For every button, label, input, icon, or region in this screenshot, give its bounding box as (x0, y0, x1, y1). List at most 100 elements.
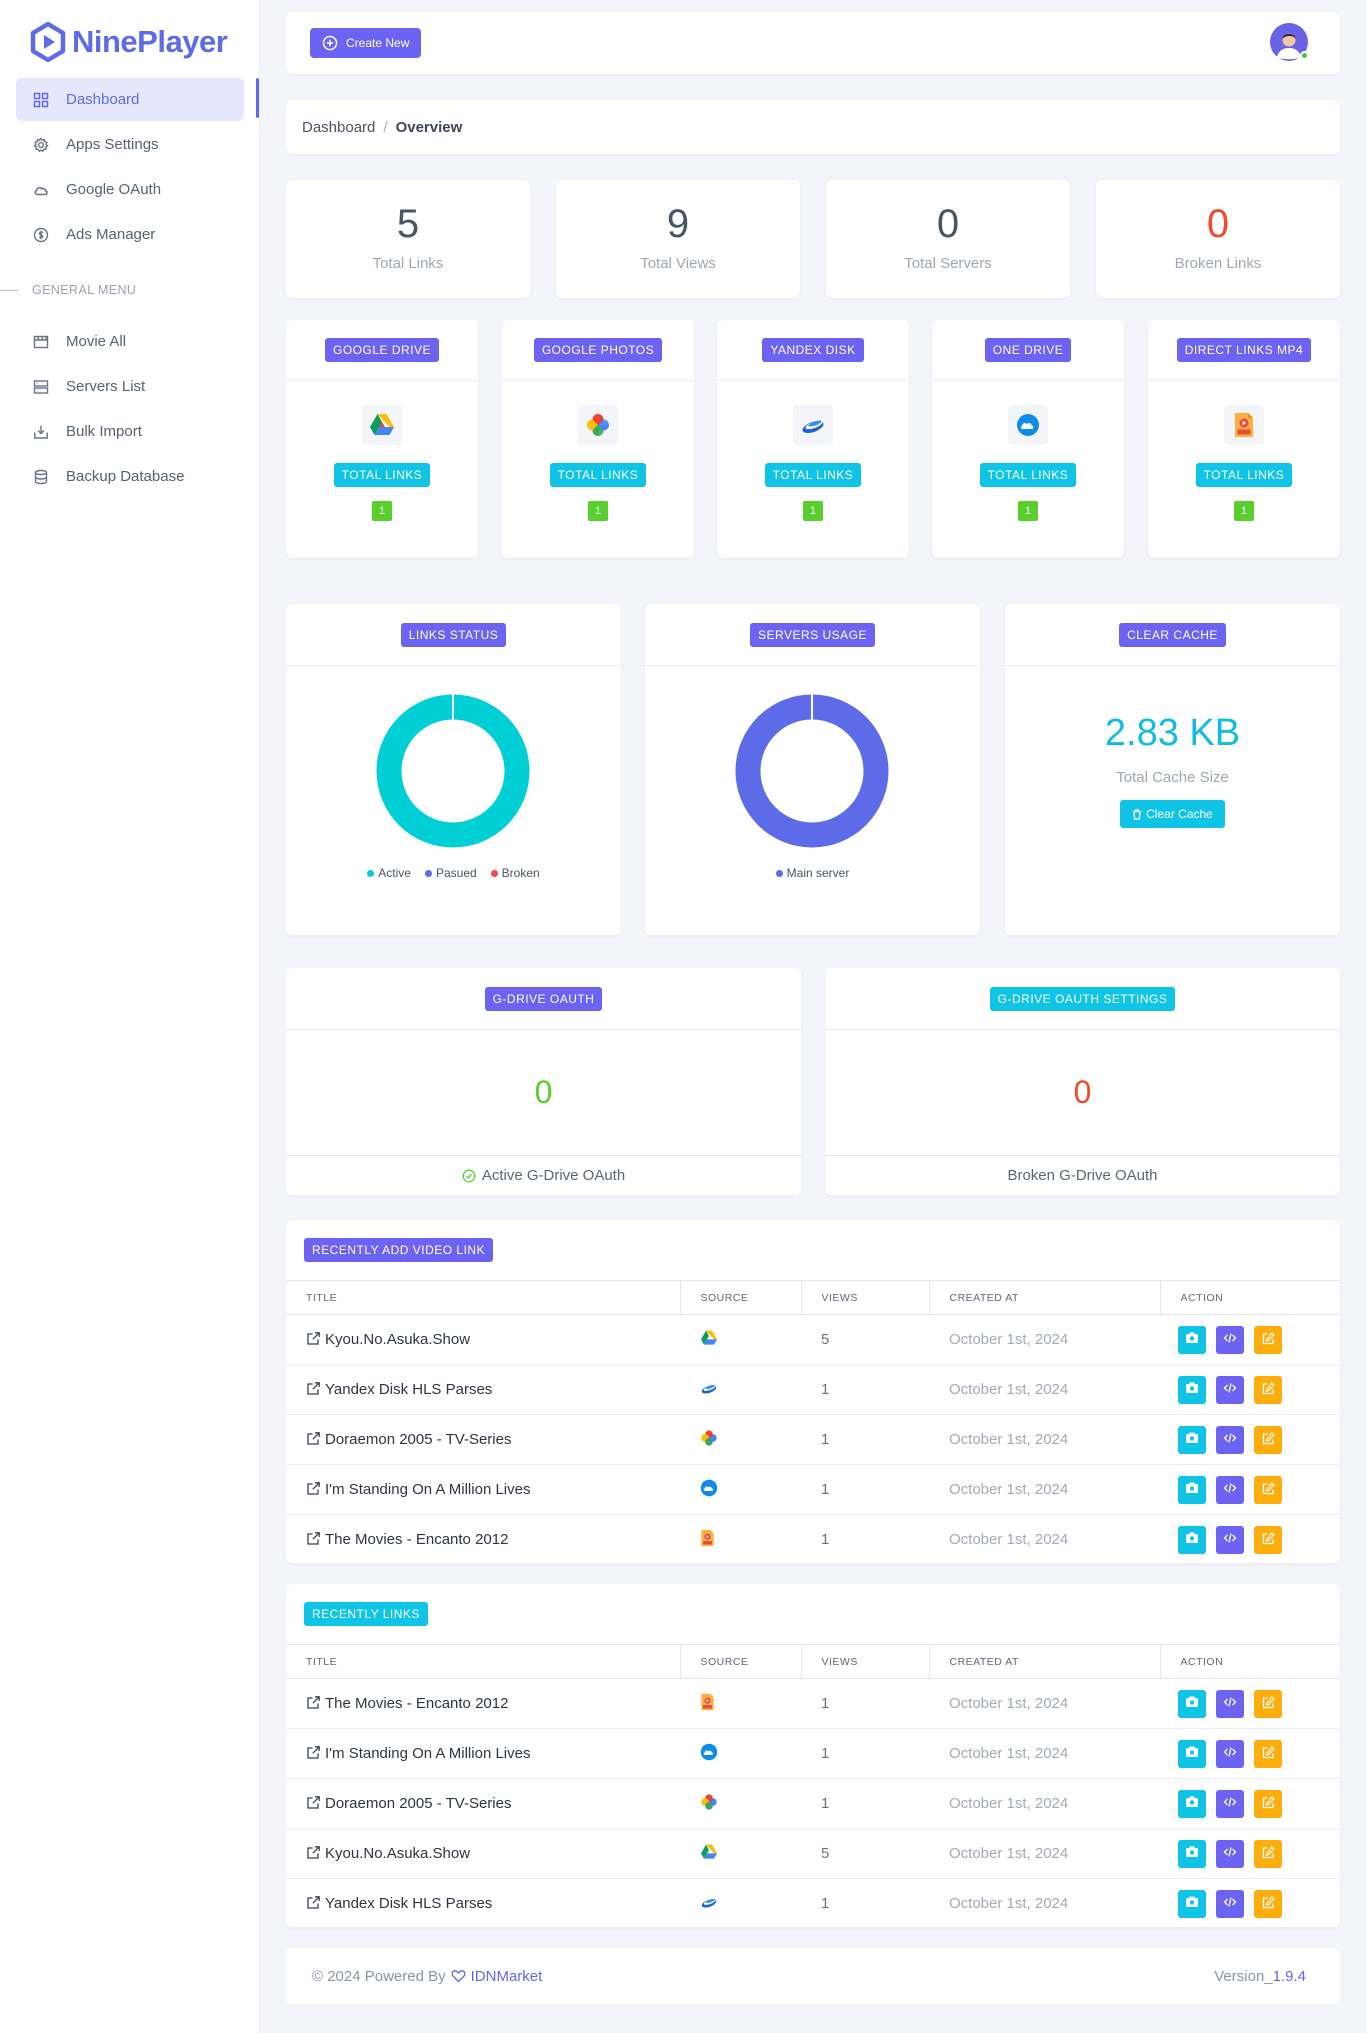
row-title-cell[interactable]: Yandex Disk HLS Parses (286, 1364, 680, 1415)
row-title[interactable]: Kyou.No.Asuka.Show (325, 1845, 471, 1862)
embed-code-button[interactable] (1216, 1475, 1244, 1504)
embed-code-button[interactable] (1216, 1739, 1244, 1768)
donut-slice-main-server[interactable] (735, 694, 889, 848)
col-created: CREATED AT (928, 1280, 1160, 1315)
row-title[interactable]: Yandex Disk HLS Parses (325, 1895, 493, 1913)
preview-button[interactable] (1178, 1425, 1206, 1454)
brand-link[interactable]: IDNMarket (470, 1967, 543, 1985)
preview-button[interactable] (1178, 1839, 1206, 1868)
row-title[interactable]: Doraemon 2005 - TV-Series (325, 1431, 512, 1448)
external-link-icon (306, 1481, 325, 1498)
recent-videos-panel: RECENTLY ADD VIDEO LINK TITLE SOURCE VIE… (286, 1220, 1340, 1563)
embed-code-button[interactable] (1216, 1525, 1244, 1554)
google-drive-icon (700, 1844, 718, 1864)
row-views: 1 (821, 1531, 830, 1549)
row-title[interactable]: Yandex Disk HLS Parses (325, 1381, 493, 1398)
legend-item-broken[interactable]: Broken (490, 866, 540, 880)
row-title-cell[interactable]: I'm Standing On A Million Lives (286, 1464, 680, 1515)
row-title-cell[interactable]: Doraemon 2005 - TV-Series (286, 1778, 680, 1829)
oauth-active-count: 0 (534, 1074, 553, 1110)
row-title-cell[interactable]: The Movies - Encanto 2012 (286, 1515, 680, 1564)
edit-icon (1262, 1745, 1275, 1762)
row-title-cell[interactable]: Kyou.No.Asuka.Show (286, 1828, 680, 1879)
col-title: TITLE (286, 1644, 680, 1679)
source-title: ONE DRIVE (984, 338, 1072, 362)
row-created: October 1st, 2024 (929, 1464, 1160, 1515)
legend-item-active[interactable]: Active (367, 866, 411, 880)
row-title-cell[interactable]: Yandex Disk HLS Parses (286, 1879, 680, 1928)
row-title[interactable]: Doraemon 2005 - TV-Series (325, 1795, 512, 1812)
gdrive-oauth-settings-panel: G-DRIVE OAUTH SETTINGS 0 Broken G-Drive … (825, 968, 1340, 1195)
donut-slice-active[interactable] (376, 694, 530, 848)
clear-cache-panel: CLEAR CACHE 2.83 KB Total Cache Size Cle… (1005, 604, 1340, 935)
sidebar-item-dashboard[interactable]: Dashboard (16, 78, 244, 121)
row-title[interactable]: I'm Standing On A Million Lives (325, 1745, 531, 1762)
preview-button[interactable] (1178, 1889, 1206, 1918)
embed-code-button[interactable] (1216, 1889, 1244, 1918)
table-row: Doraemon 2005 - TV-Series 1 October 1st, 2… (286, 1778, 1340, 1829)
preview-button[interactable] (1178, 1739, 1206, 1768)
edit-button[interactable] (1254, 1525, 1282, 1554)
sidebar-item-apps-settings[interactable]: Apps Settings (16, 123, 244, 166)
preview-button[interactable] (1178, 1325, 1206, 1354)
edit-button[interactable] (1254, 1689, 1282, 1718)
preview-button[interactable] (1178, 1689, 1206, 1718)
edit-button[interactable] (1254, 1739, 1282, 1768)
mp4-file-icon (1224, 405, 1264, 445)
edit-button[interactable] (1254, 1325, 1282, 1354)
preview-button[interactable] (1178, 1525, 1206, 1554)
create-new-button[interactable]: Create New (310, 28, 422, 58)
edit-button[interactable] (1254, 1889, 1282, 1918)
preview-button[interactable] (1178, 1475, 1206, 1504)
yandex-disk-icon (700, 1382, 718, 1399)
embed-code-button[interactable] (1216, 1425, 1244, 1454)
camera-icon (1185, 1332, 1199, 1347)
preview-button[interactable] (1178, 1375, 1206, 1404)
sidebar-item-backup-database[interactable]: Backup Database (16, 455, 244, 498)
sidebar-item-bulk-import[interactable]: Bulk Import (16, 410, 244, 453)
breadcrumb-current: Overview (395, 118, 463, 136)
row-title-cell[interactable]: The Movies - Encanto 2012 (286, 1678, 680, 1729)
sidebar-item-servers-list[interactable]: Servers List (16, 365, 244, 408)
row-title-cell[interactable]: Kyou.No.Asuka.Show (286, 1314, 680, 1365)
row-title[interactable]: The Movies - Encanto 2012 (325, 1531, 509, 1549)
sidebar-item-ads-manager[interactable]: Ads Manager (16, 213, 244, 256)
code-icon (1223, 1432, 1237, 1447)
edit-button[interactable] (1254, 1475, 1282, 1504)
edit-button[interactable] (1254, 1375, 1282, 1404)
row-title[interactable]: The Movies - Encanto 2012 (325, 1695, 509, 1712)
embed-code-button[interactable] (1216, 1839, 1244, 1868)
edit-button[interactable] (1254, 1789, 1282, 1818)
source-card-direct-links: DIRECT LINKS MP4 TOTAL LINKS 1 (1148, 320, 1340, 558)
embed-code-button[interactable] (1216, 1789, 1244, 1818)
stat-value: 5 (396, 202, 420, 246)
edit-button[interactable] (1254, 1839, 1282, 1868)
google-photos-icon (578, 405, 618, 445)
row-title[interactable]: Kyou.No.Asuka.Show (325, 1331, 471, 1348)
preview-button[interactable] (1178, 1789, 1206, 1818)
edit-button[interactable] (1254, 1425, 1282, 1454)
sidebar-item-label: Backup Database (66, 468, 185, 485)
col-source: SOURCE (679, 1280, 801, 1315)
embed-code-button[interactable] (1216, 1689, 1244, 1718)
stat-label: Total Servers (904, 255, 992, 272)
embed-code-button[interactable] (1216, 1375, 1244, 1404)
legend-item-paused[interactable]: Pasued (424, 866, 477, 880)
sidebar-item-google-oauth[interactable]: Google OAuth (16, 168, 244, 211)
legend-dot (490, 869, 498, 877)
breadcrumb-root[interactable]: Dashboard (302, 118, 376, 136)
one-drive-icon (700, 1479, 718, 1501)
oauth-active-footer: Active G-Drive OAuth (286, 1155, 801, 1195)
app-logo[interactable]: NinePlayer (30, 22, 228, 62)
clear-cache-button[interactable]: Clear Cache (1120, 800, 1225, 828)
row-title-cell[interactable]: I'm Standing On A Million Lives (286, 1728, 680, 1779)
row-title[interactable]: I'm Standing On A Million Lives (325, 1481, 531, 1498)
legend-item-main-server[interactable]: Main server (775, 866, 849, 880)
row-title-cell[interactable]: Doraemon 2005 - TV-Series (286, 1414, 680, 1465)
row-created: October 1st, 2024 (929, 1678, 1160, 1729)
avatar[interactable] (1270, 23, 1309, 61)
row-source (680, 1414, 801, 1465)
embed-code-button[interactable] (1216, 1325, 1244, 1354)
breadcrumb: Dashboard / Overview (286, 100, 1340, 154)
sidebar-item-movie-all[interactable]: Movie All (16, 320, 244, 363)
